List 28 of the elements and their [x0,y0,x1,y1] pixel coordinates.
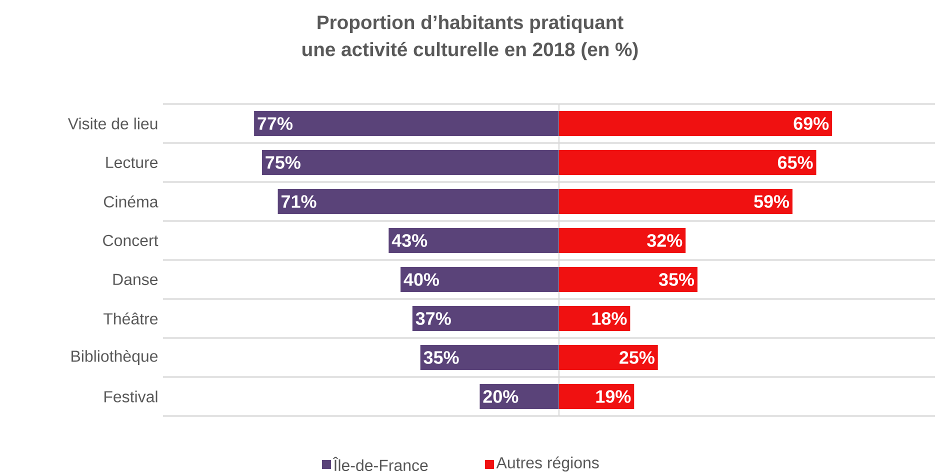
chart-title: Proportion d’habitants pratiquant [318,14,624,34]
data-label: 65% [778,156,813,169]
data-label: 35% [424,351,459,364]
data-label: 35% [658,273,694,286]
y-tick-label: Danse [113,274,158,286]
data-label: 71% [282,195,316,208]
data-label: 32% [647,234,682,247]
legend-label: Île-de-France [332,456,428,472]
data-label: 18% [592,312,627,325]
y-tick-label: Visite de lieu [68,118,158,130]
y-tick-label: Bibliothèque [72,350,158,366]
data-label: 25% [620,351,654,364]
data-label: 43% [392,234,428,247]
y-tick-label: Lecture [106,156,158,168]
y-tick-label: Concert [103,234,158,246]
chart-subtitle: une activité culturelle en 2018 (en %) [302,42,638,60]
data-label: 40% [404,273,440,286]
legend-label: Autres régions [496,456,599,472]
data-label: 19% [596,390,631,403]
y-tick-label: Théâtre [104,312,158,324]
y-tick-label: Festival [104,390,158,402]
data-label: 75% [266,156,300,169]
data-label: 20% [483,390,518,403]
data-label: 69% [794,117,829,130]
data-label: 59% [754,195,790,208]
data-label: 37% [416,312,451,325]
data-label: 77% [258,117,293,130]
y-tick-label: Cinéma [104,196,158,208]
